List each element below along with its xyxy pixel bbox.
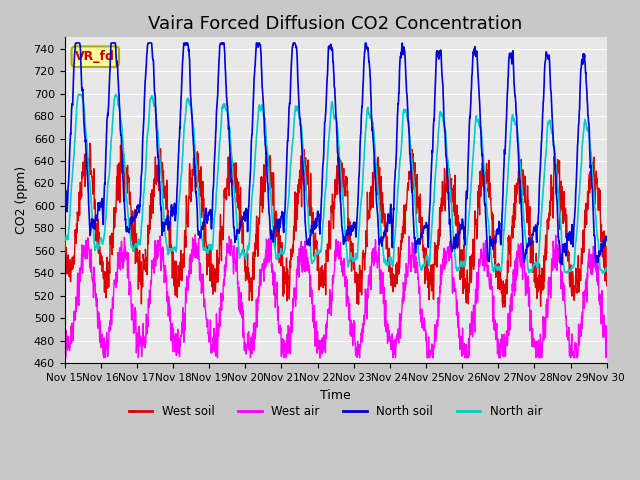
Y-axis label: CO2 (ppm): CO2 (ppm)	[15, 166, 28, 234]
X-axis label: Time: Time	[320, 389, 351, 402]
Text: VR_fd: VR_fd	[76, 50, 115, 63]
Legend: West soil, West air, North soil, North air: West soil, West air, North soil, North a…	[124, 400, 547, 423]
Title: Vaira Forced Diffusion CO2 Concentration: Vaira Forced Diffusion CO2 Concentration	[148, 15, 523, 33]
